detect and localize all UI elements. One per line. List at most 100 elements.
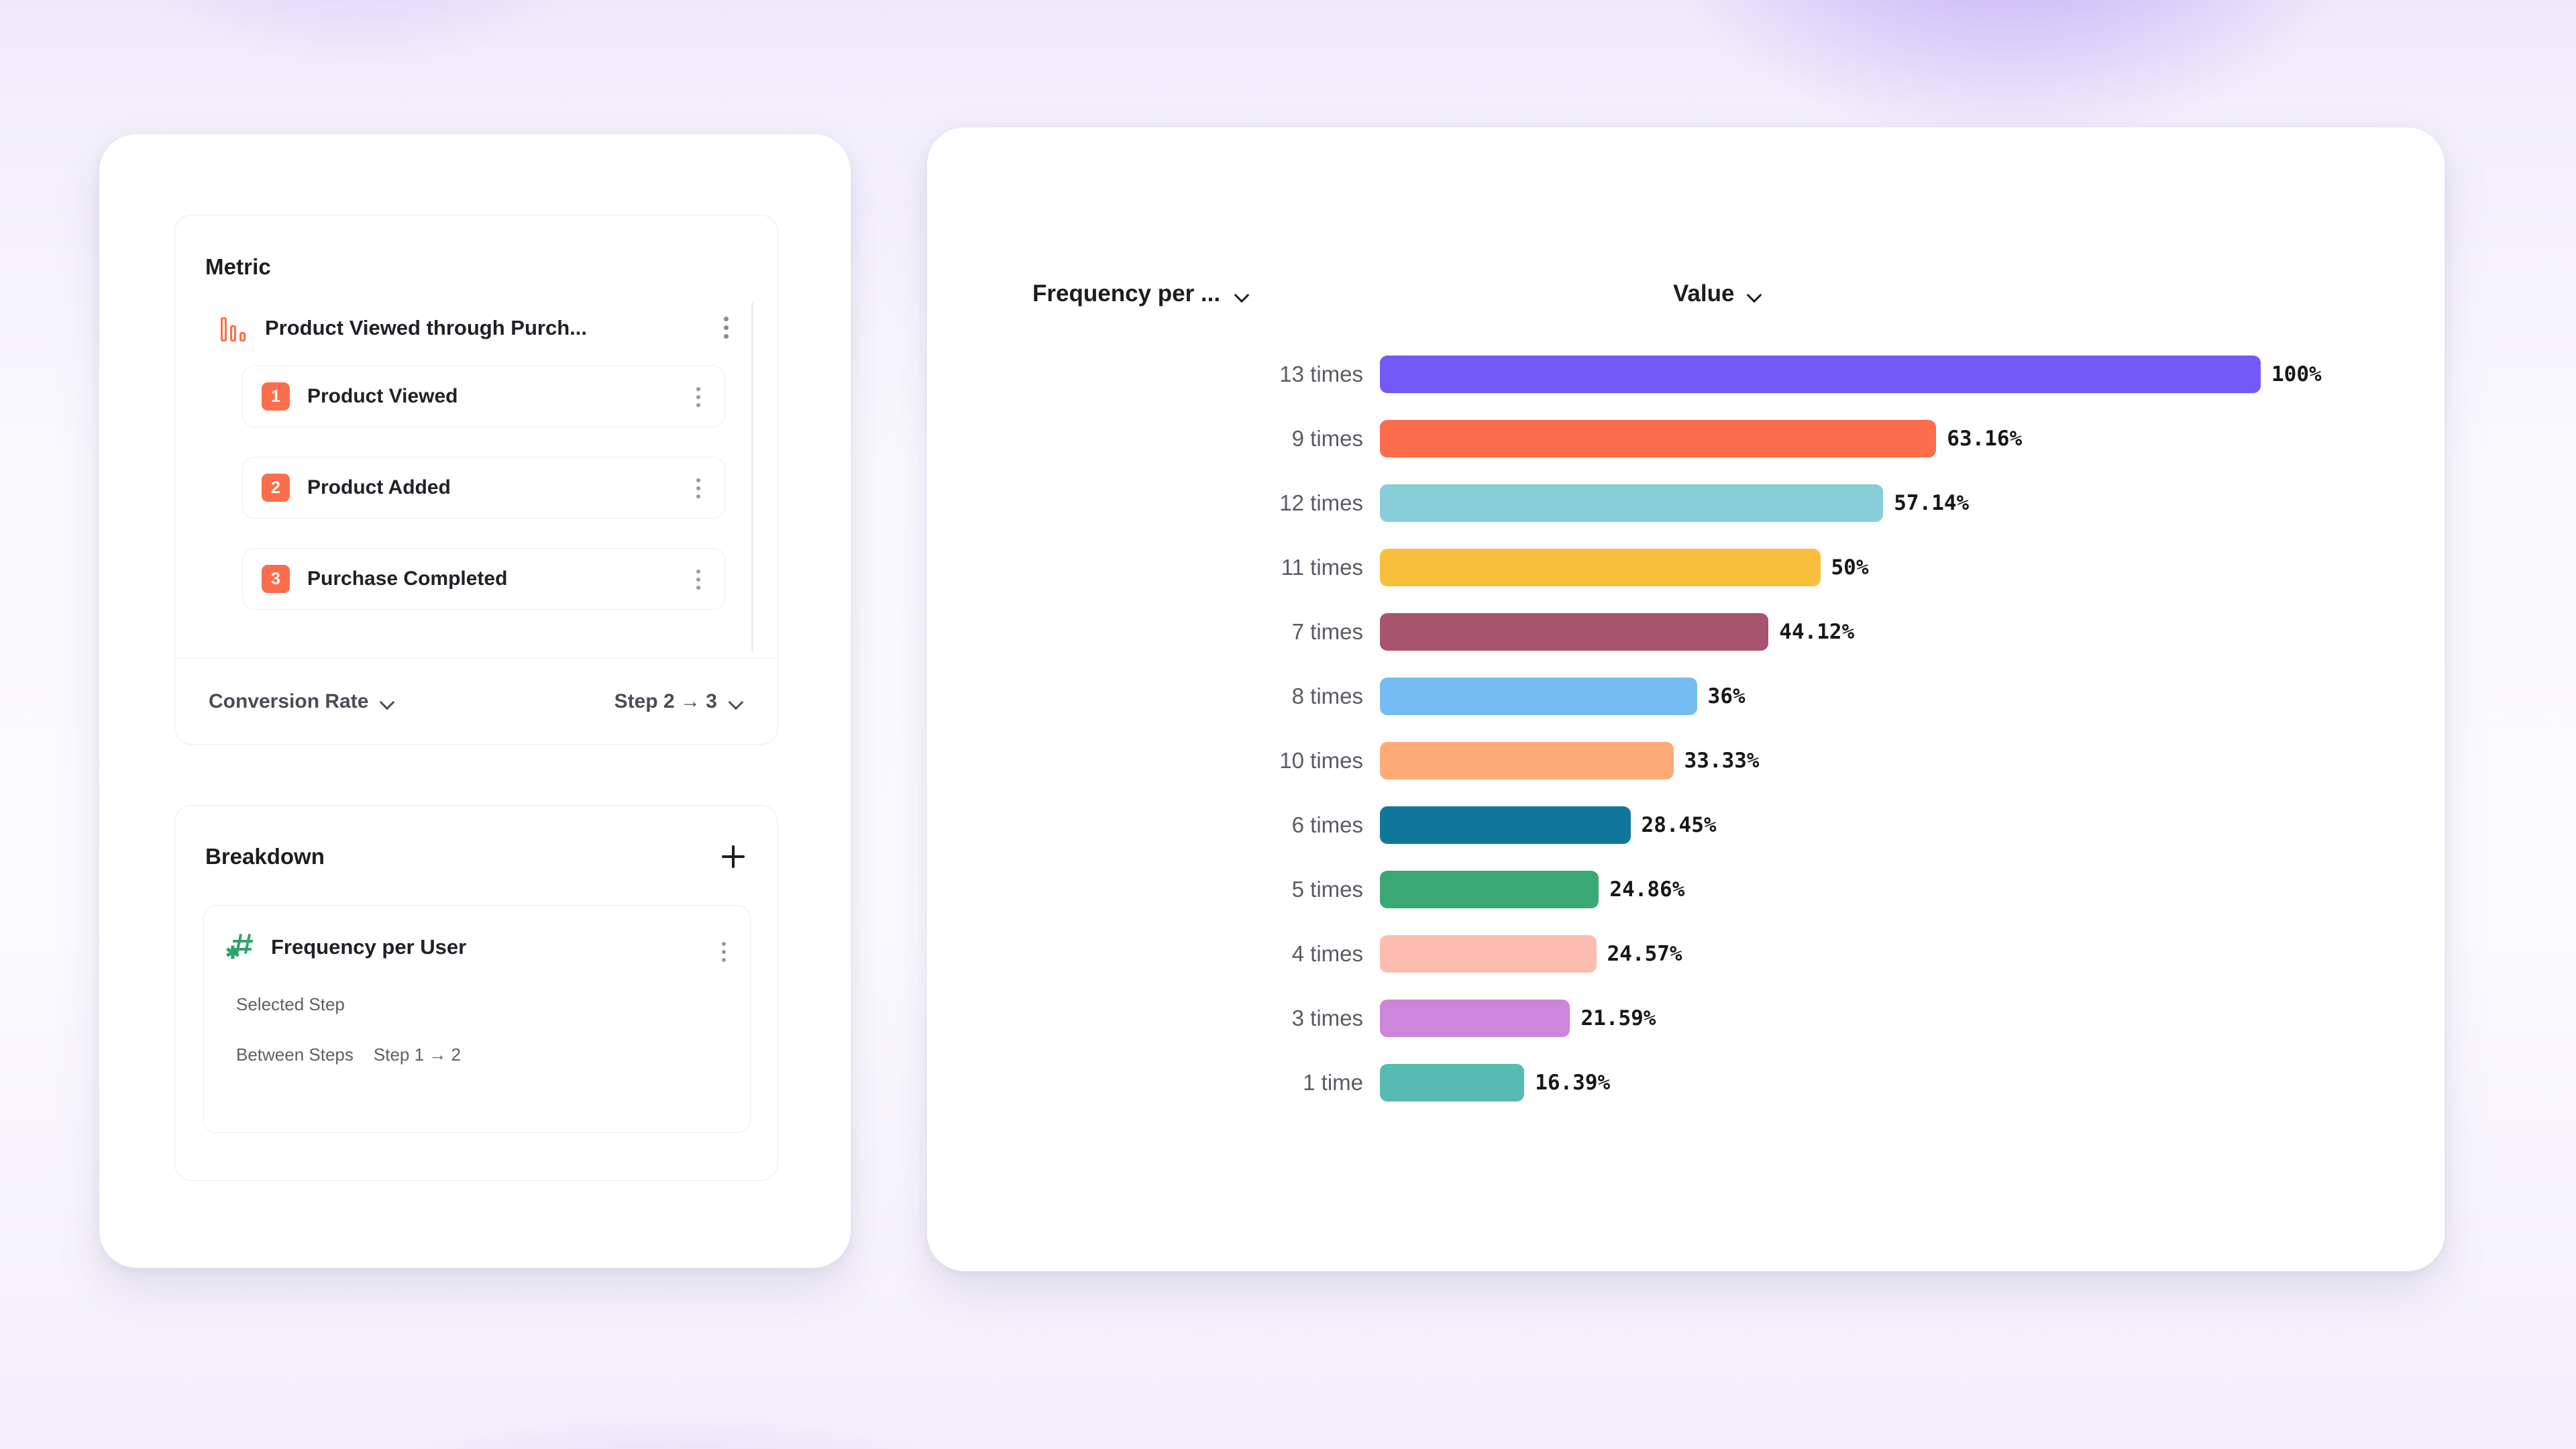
chevron-down-icon bbox=[1235, 290, 1250, 299]
bar-category-label: 4 times bbox=[1291, 941, 1363, 966]
bar[interactable] bbox=[1380, 935, 1597, 973]
bar-category-label: 13 times bbox=[1279, 362, 1363, 386]
chart-panel: Frequency per ... Value 13 times 100% 9 ti… bbox=[927, 127, 2445, 1271]
funnel-options-kebab-icon[interactable] bbox=[714, 309, 737, 345]
bar-container: 24.86% bbox=[1380, 871, 1684, 908]
breakdown-item[interactable]: ✱ Frequency per User Selected Step Betwe… bbox=[203, 905, 751, 1133]
bar-container: 21.59% bbox=[1380, 1000, 1656, 1037]
breakdown-item-title: Frequency per User bbox=[271, 935, 467, 959]
bar-chart-row[interactable]: 4 times 24.57% bbox=[927, 922, 2445, 986]
bar-category-label: 10 times bbox=[1279, 748, 1363, 773]
bar[interactable] bbox=[1380, 356, 2261, 393]
bar-chart-row[interactable]: 1 time 16.39% bbox=[927, 1051, 2445, 1115]
step-options-kebab-icon[interactable] bbox=[687, 470, 710, 506]
bar-chart-row[interactable]: 5 times 24.86% bbox=[927, 857, 2445, 922]
bar[interactable] bbox=[1380, 1000, 1570, 1037]
metric-step-row[interactable]: 3 Purchase Completed bbox=[242, 548, 725, 610]
bar-container: 57.14% bbox=[1380, 484, 1969, 522]
step-range-label: Step 2 → 3 bbox=[614, 690, 717, 712]
bar-container: 28.45% bbox=[1380, 806, 1717, 844]
selected-step-label: Selected Step bbox=[236, 994, 345, 1014]
step-range-select[interactable]: Step 2 → 3 bbox=[614, 690, 744, 713]
bar-container: 50% bbox=[1380, 549, 1869, 586]
bar-category-label: 5 times bbox=[1291, 877, 1363, 902]
bar-value-label: 50% bbox=[1831, 555, 1869, 580]
bar-category-label: 1 time bbox=[1303, 1070, 1363, 1095]
bar-container: 33.33% bbox=[1380, 742, 1760, 780]
metric-step-row[interactable]: 1 Product Viewed bbox=[242, 366, 725, 427]
bar[interactable] bbox=[1380, 549, 1821, 586]
bar-category-label: 11 times bbox=[1281, 555, 1363, 580]
bar-chart-row[interactable]: 13 times 100% bbox=[927, 342, 2445, 407]
bar-value-label: 28.45% bbox=[1641, 813, 1717, 837]
value-select-label: Value bbox=[1673, 280, 1735, 307]
bar-chart: 13 times 100% 9 times 63.16% 12 times 57.14% 1… bbox=[927, 342, 2445, 1115]
bar-value-label: 63.16% bbox=[1947, 427, 2023, 451]
step-label: Product Added bbox=[307, 476, 451, 498]
bar-category-label: 7 times bbox=[1291, 619, 1363, 644]
plus-icon bbox=[732, 845, 735, 868]
bar-container: 36% bbox=[1380, 678, 1746, 715]
bar-value-label: 44.12% bbox=[1779, 620, 1855, 644]
bar-chart-row[interactable]: 9 times 63.16% bbox=[927, 407, 2445, 471]
value-select[interactable]: Value bbox=[1673, 280, 1762, 307]
dimension-select[interactable]: Frequency per ... bbox=[1032, 280, 1250, 307]
funnel-name: Product Viewed through Purch... bbox=[265, 316, 587, 339]
bar[interactable] bbox=[1380, 484, 1884, 522]
bar-category-label: 6 times bbox=[1291, 812, 1363, 837]
step-number-badge: 2 bbox=[262, 474, 290, 502]
bar-value-label: 16.39% bbox=[1535, 1071, 1611, 1095]
bar-value-label: 36% bbox=[1707, 684, 1746, 708]
bar-category-label: 8 times bbox=[1291, 684, 1363, 708]
breakdown-options-kebab-icon[interactable] bbox=[712, 934, 735, 970]
bar-chart-row[interactable]: 7 times 44.12% bbox=[927, 600, 2445, 664]
bar-category-label: 3 times bbox=[1291, 1006, 1363, 1030]
bar[interactable] bbox=[1380, 613, 1769, 651]
bar-value-label: 24.86% bbox=[1609, 877, 1685, 902]
chevron-down-icon bbox=[1748, 290, 1762, 299]
conversion-rate-select[interactable]: Conversion Rate bbox=[209, 690, 395, 713]
bar-chart-row[interactable]: 12 times 57.14% bbox=[927, 471, 2445, 535]
bar-category-label: 9 times bbox=[1291, 426, 1363, 451]
bar-value-label: 33.33% bbox=[1684, 749, 1760, 773]
step-options-kebab-icon[interactable] bbox=[687, 379, 710, 415]
metric-steps-scroll-region: Product Viewed through Purch... 1 Produc… bbox=[217, 296, 753, 658]
bar-chart-row[interactable]: 11 times 50% bbox=[927, 535, 2445, 600]
step-number-badge: 1 bbox=[262, 382, 290, 411]
step-number-badge: 3 bbox=[262, 565, 290, 593]
bar-container: 16.39% bbox=[1380, 1064, 1610, 1102]
between-steps-value: Step 1 → 2 bbox=[373, 1044, 461, 1065]
bar-value-label: 100% bbox=[2271, 362, 2322, 386]
bar-chart-row[interactable]: 8 times 36% bbox=[927, 664, 2445, 729]
bar[interactable] bbox=[1380, 678, 1697, 715]
breakdown-title: Breakdown bbox=[205, 844, 325, 869]
bar[interactable] bbox=[1380, 1064, 1525, 1102]
conversion-rate-label: Conversion Rate bbox=[209, 690, 369, 712]
add-breakdown-button[interactable] bbox=[714, 838, 752, 875]
bar-container: 44.12% bbox=[1380, 613, 1854, 651]
bar-chart-row[interactable]: 6 times 28.45% bbox=[927, 793, 2445, 857]
metric-footer: Conversion Rate Step 2 → 3 bbox=[175, 658, 777, 744]
between-steps-row: Between Steps Step 1 → 2 bbox=[236, 1044, 461, 1065]
metric-scrollbar[interactable] bbox=[751, 303, 753, 651]
left-config-panel: Metric Product Viewed through Purch... 1 bbox=[99, 134, 851, 1268]
bar[interactable] bbox=[1380, 742, 1674, 780]
step-label: Product Viewed bbox=[307, 385, 458, 407]
breakdown-item-header: ✱ Frequency per User bbox=[225, 931, 466, 963]
bar-category-label: 12 times bbox=[1279, 490, 1363, 515]
bar[interactable] bbox=[1380, 420, 1937, 458]
funnel-header-row[interactable]: Product Viewed through Purch... bbox=[217, 301, 727, 355]
bar-chart-row[interactable]: 3 times 21.59% bbox=[927, 986, 2445, 1051]
metric-card-title: Metric bbox=[205, 254, 271, 279]
breakdown-card: Breakdown ✱ Frequency per User bbox=[174, 805, 778, 1181]
chart-header: Frequency per ... Value bbox=[927, 280, 2445, 327]
bar-container: 24.57% bbox=[1380, 935, 1682, 973]
bar-value-label: 57.14% bbox=[1894, 491, 1970, 515]
bar[interactable] bbox=[1380, 871, 1599, 908]
bar[interactable] bbox=[1380, 806, 1631, 844]
dimension-select-label: Frequency per ... bbox=[1032, 280, 1221, 307]
bar-chart-row[interactable]: 10 times 33.33% bbox=[927, 729, 2445, 793]
metric-step-row[interactable]: 2 Product Added bbox=[242, 457, 725, 519]
step-options-kebab-icon[interactable] bbox=[687, 561, 710, 598]
